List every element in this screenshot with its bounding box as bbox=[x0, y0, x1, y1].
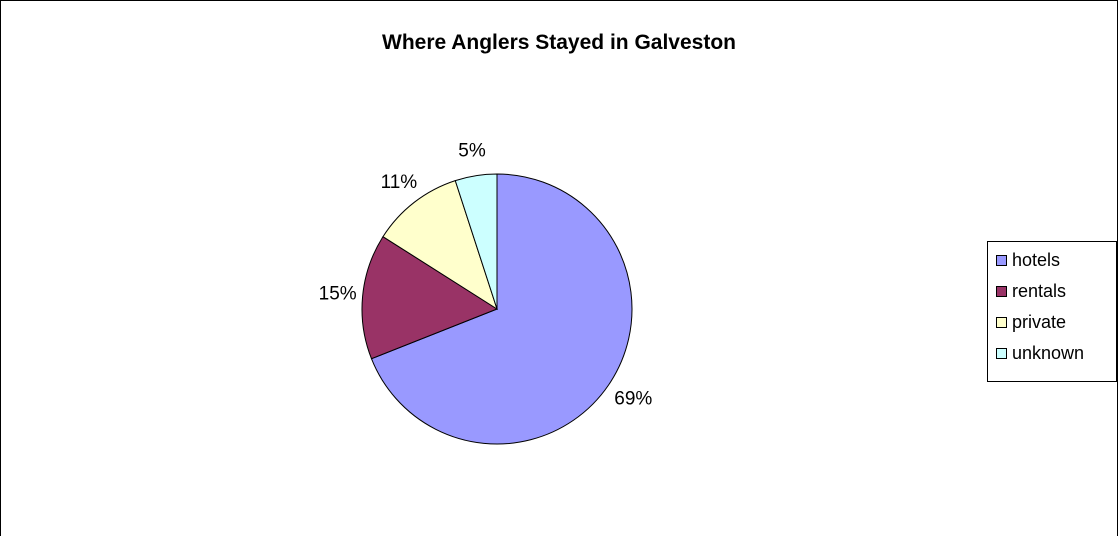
chart-title: Where Anglers Stayed in Galveston bbox=[382, 31, 736, 54]
data-label-rentals: 15% bbox=[319, 283, 357, 304]
legend-label-private: private bbox=[1012, 311, 1067, 332]
legend-item-private: private bbox=[988, 310, 1066, 334]
data-label-hotels: 69% bbox=[614, 388, 652, 409]
legend: hotels rentals private unknown bbox=[987, 241, 1117, 382]
legend-swatch-unknown bbox=[996, 347, 1007, 359]
legend-swatch-rentals bbox=[996, 285, 1007, 297]
data-label-private: 11% bbox=[381, 172, 418, 193]
pie-slice-hotels bbox=[370, 173, 633, 445]
legend-swatch-hotels bbox=[996, 254, 1007, 266]
legend-item-hotels: hotels bbox=[988, 248, 1060, 272]
pie-slice-unknown bbox=[454, 173, 498, 310]
legend-label-unknown: unknown bbox=[1012, 342, 1085, 363]
legend-label-rentals: rentals bbox=[1012, 280, 1067, 301]
pie-slice-private bbox=[382, 179, 498, 311]
legend-item-unknown: unknown bbox=[988, 341, 1084, 365]
legend-item-rentals: rentals bbox=[988, 279, 1066, 303]
legend-swatch-private bbox=[996, 316, 1007, 328]
data-label-unknown: 5% bbox=[458, 141, 486, 162]
pie-slice-rentals bbox=[361, 235, 499, 360]
legend-label-hotels: hotels bbox=[1012, 249, 1061, 270]
